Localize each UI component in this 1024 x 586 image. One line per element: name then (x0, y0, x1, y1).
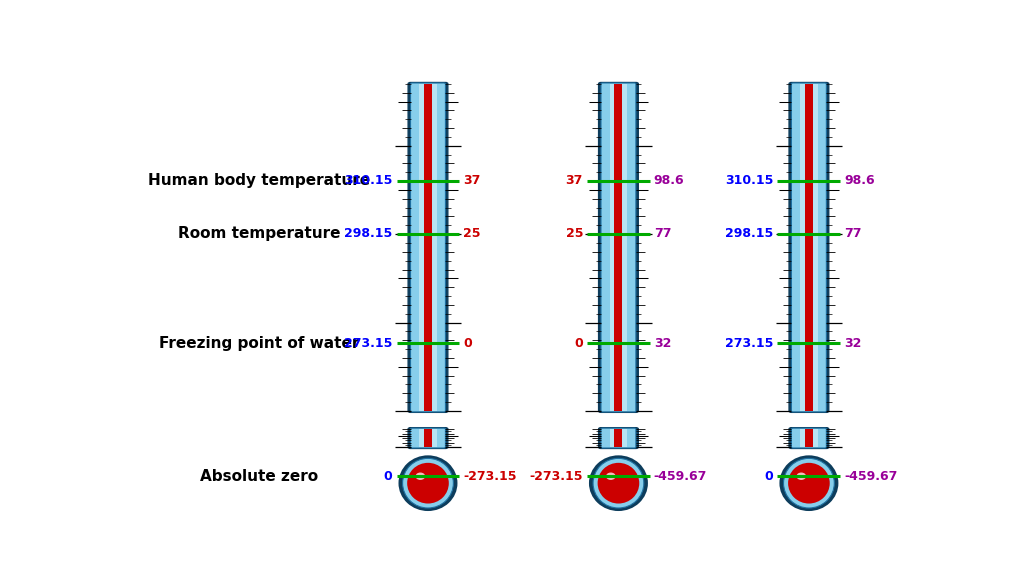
Ellipse shape (399, 456, 457, 510)
Bar (419, 429, 436, 447)
Bar (614, 84, 623, 411)
FancyBboxPatch shape (792, 428, 826, 448)
Text: 37: 37 (464, 175, 480, 188)
Text: 298.15: 298.15 (344, 227, 392, 240)
Text: 0: 0 (464, 337, 472, 350)
Text: 0: 0 (765, 470, 773, 483)
FancyBboxPatch shape (599, 83, 638, 413)
FancyBboxPatch shape (601, 83, 636, 412)
Bar (419, 84, 436, 411)
Bar (424, 429, 432, 447)
Ellipse shape (590, 456, 647, 510)
Ellipse shape (408, 463, 449, 503)
Text: Absolute zero: Absolute zero (200, 469, 318, 484)
Bar (614, 429, 623, 447)
Text: Freezing point of water: Freezing point of water (159, 336, 359, 351)
Ellipse shape (797, 472, 806, 480)
Text: 98.6: 98.6 (654, 175, 684, 188)
FancyBboxPatch shape (792, 83, 826, 412)
Bar (800, 429, 817, 447)
Ellipse shape (780, 456, 838, 510)
Text: 25: 25 (464, 227, 481, 240)
Text: 32: 32 (654, 337, 671, 350)
FancyBboxPatch shape (790, 428, 828, 448)
Bar (424, 84, 432, 411)
Text: 37: 37 (565, 175, 583, 188)
Bar (609, 429, 627, 447)
Ellipse shape (598, 463, 639, 503)
Ellipse shape (788, 463, 829, 503)
Text: 98.6: 98.6 (845, 175, 874, 188)
Text: -273.15: -273.15 (529, 470, 583, 483)
Text: 310.15: 310.15 (344, 175, 392, 188)
Text: Human body temperature: Human body temperature (147, 173, 370, 188)
Text: -459.67: -459.67 (845, 470, 898, 483)
FancyBboxPatch shape (790, 83, 828, 413)
Ellipse shape (606, 472, 615, 480)
FancyBboxPatch shape (411, 428, 445, 448)
Text: 273.15: 273.15 (725, 337, 773, 350)
FancyBboxPatch shape (409, 428, 447, 448)
Text: 0: 0 (574, 337, 583, 350)
Text: 77: 77 (654, 227, 672, 240)
FancyBboxPatch shape (409, 83, 447, 413)
Text: 273.15: 273.15 (344, 337, 392, 350)
Text: 77: 77 (845, 227, 862, 240)
FancyBboxPatch shape (599, 428, 638, 448)
FancyBboxPatch shape (601, 428, 636, 448)
Bar (800, 84, 817, 411)
Bar (609, 84, 627, 411)
Text: 310.15: 310.15 (725, 175, 773, 188)
Text: 0: 0 (384, 470, 392, 483)
Text: Room temperature: Room temperature (178, 226, 340, 241)
Text: 32: 32 (845, 337, 861, 350)
Ellipse shape (402, 458, 454, 508)
Bar (805, 84, 813, 411)
Bar (805, 429, 813, 447)
Text: 25: 25 (565, 227, 583, 240)
Ellipse shape (593, 458, 644, 508)
Text: -273.15: -273.15 (464, 470, 517, 483)
FancyBboxPatch shape (411, 83, 445, 412)
Ellipse shape (783, 458, 835, 508)
Text: 298.15: 298.15 (725, 227, 773, 240)
Ellipse shape (416, 472, 425, 480)
Text: -459.67: -459.67 (654, 470, 708, 483)
